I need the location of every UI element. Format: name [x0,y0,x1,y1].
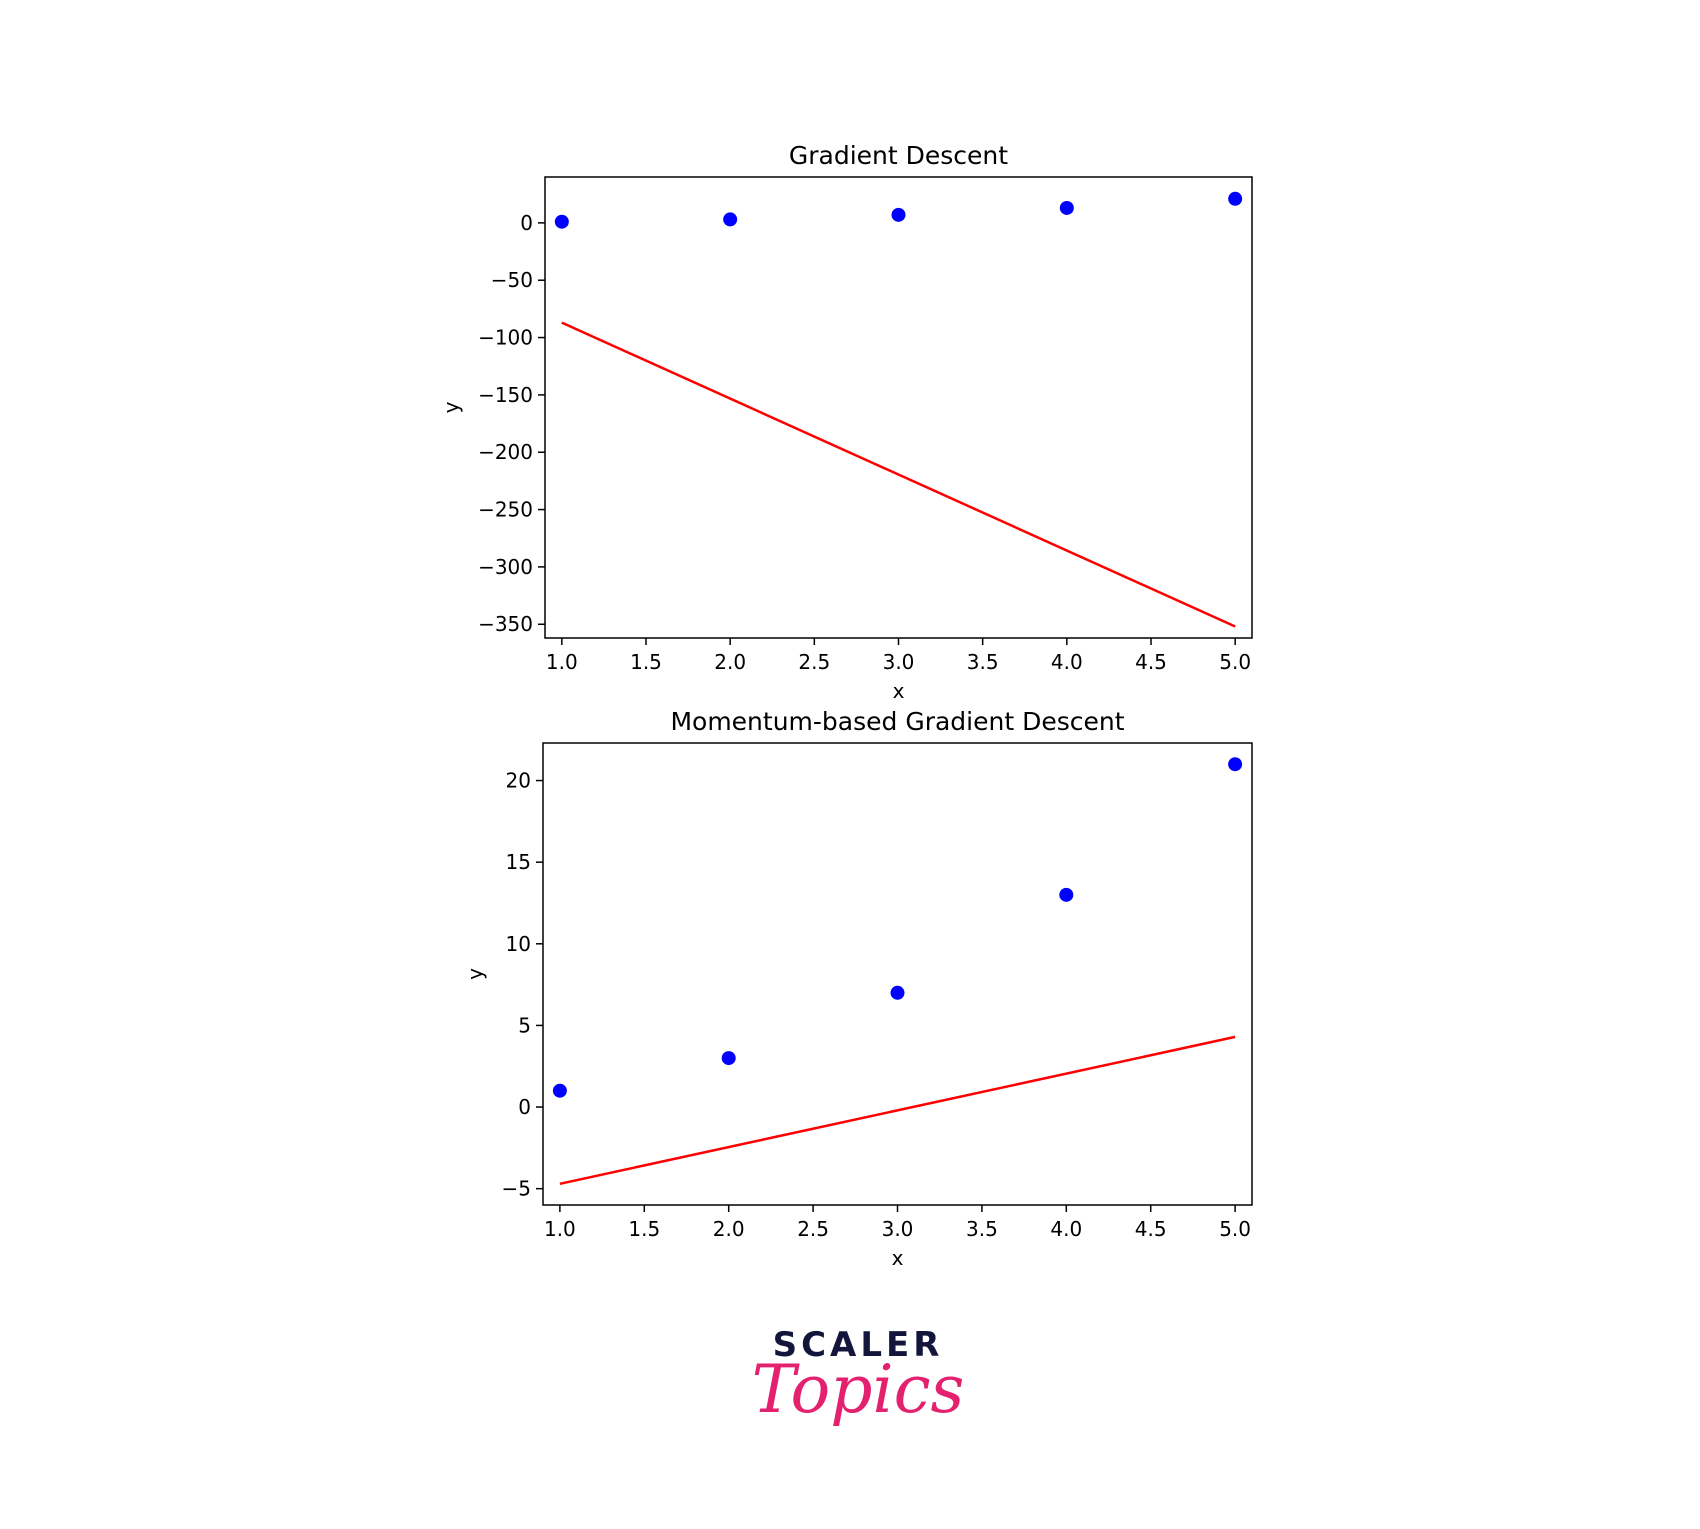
y-axis-label: y [439,401,463,413]
y-tick-label: 0 [518,1095,531,1119]
x-tick-label: 2.0 [714,650,746,674]
y-tick-label: 20 [506,769,531,793]
x-axis-label: x [892,1246,904,1270]
x-tick-label: 4.5 [1135,1217,1167,1241]
y-tick-label: −50 [491,268,533,292]
y-tick-label: −300 [478,555,533,579]
x-tick-label: 2.5 [797,1217,829,1241]
x-tick-label: 2.0 [713,1217,745,1241]
x-tick-label: 3.5 [967,650,999,674]
chart-1: Gradient Descent 1.0 1.5 2.0 2.5 3.0 3.5 4.0 4.5… [439,141,1253,703]
x-tick-label: 4.0 [1050,1217,1082,1241]
y-tick-label: −5 [502,1177,531,1201]
data-point [552,1083,567,1098]
logo-scaler-text: SCALER [773,1325,944,1365]
x-tick-label: 1.0 [544,1217,576,1241]
y-axis-label: y [463,968,487,980]
plot-frame [542,742,1253,1206]
chart-title: Gradient Descent [789,141,1008,170]
y-tick-label: 0 [520,211,533,235]
data-point [721,1051,736,1066]
x-tick-label: 1.0 [546,650,578,674]
fit-line [561,321,1236,628]
x-tick-label: 5.0 [1219,650,1251,674]
x-tick-label: 3.5 [966,1217,998,1241]
plot-frame [544,176,1253,639]
data-point [891,207,906,222]
x-tick-label: 2.5 [798,650,830,674]
chart-title: Momentum-based Gradient Descent [670,707,1124,736]
x-tick-label: 5.0 [1219,1217,1251,1241]
x-tick-label: 3.0 [883,650,915,674]
y-tick-label: −250 [478,498,533,522]
y-tick-label: −200 [478,440,533,464]
logo-topics-text: Topics [752,1351,965,1428]
chart-2: Momentum-based Gradient Descent 1.0 1.5 2.0… [463,707,1253,1270]
data-point [1059,887,1074,902]
fit-line [559,1035,1236,1186]
x-tick-label: 4.0 [1051,650,1083,674]
y-tick-label: −350 [478,612,533,636]
data-point [890,985,905,1000]
x-tick-label: 3.0 [882,1217,914,1241]
data-point [1059,200,1074,215]
y-tick-label: −150 [478,383,533,407]
data-point [554,214,569,229]
y-tick-label: 15 [506,850,531,874]
x-tick-label: 4.5 [1135,650,1167,674]
data-point [1228,757,1243,772]
x-tick-label: 1.5 [630,650,662,674]
y-tick-label: −100 [478,326,533,350]
x-axis-label: x [893,679,905,703]
y-tick-label: 10 [506,932,531,956]
data-point [723,212,738,227]
data-point [1228,191,1243,206]
y-tick-label: 5 [518,1013,531,1037]
x-tick-label: 1.5 [628,1217,660,1241]
